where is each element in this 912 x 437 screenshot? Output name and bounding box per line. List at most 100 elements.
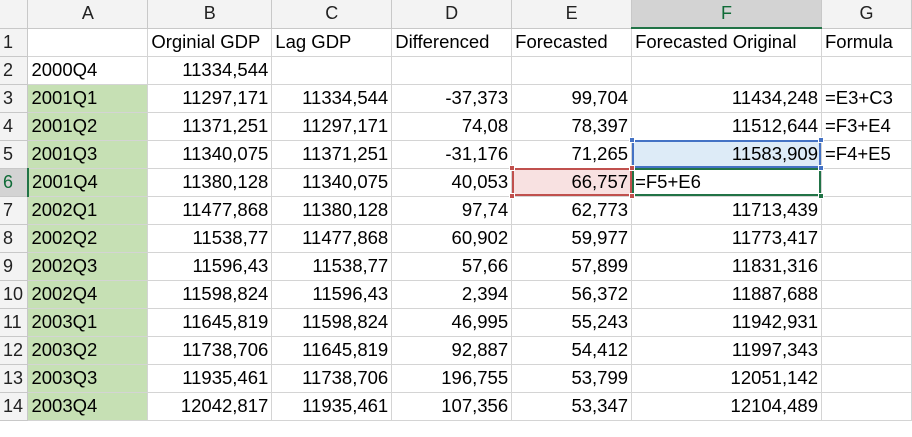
cell-b6[interactable]: 11380,128 [147,168,273,197]
row-header[interactable]: 13 [0,364,29,393]
cell-c7[interactable]: 11380,128 [271,196,393,225]
cell-f10[interactable]: 11887,688 [631,280,822,309]
cell-a10[interactable]: 2002Q4 [27,280,149,309]
cell-g13[interactable] [821,364,912,393]
row-header[interactable]: 3 [0,84,29,113]
cell-a4[interactable]: 2001Q2 [27,112,149,141]
cell-b9[interactable]: 11596,43 [147,252,273,281]
cell-b2[interactable]: 11334,544 [147,56,273,85]
cell-a7[interactable]: 2002Q1 [27,196,149,225]
row-header[interactable]: 10 [0,280,29,309]
cell-c6[interactable]: 11340,075 [271,168,393,197]
cell-c14[interactable]: 11935,461 [271,392,393,421]
cell-d13[interactable]: 196,755 [391,364,513,393]
select-all-corner[interactable] [0,0,29,29]
cell-a2[interactable]: 2000Q4 [27,56,149,85]
row-header[interactable]: 8 [0,224,29,253]
cell-b4[interactable]: 11371,251 [147,112,273,141]
cell-c5[interactable]: 11371,251 [271,140,393,169]
cell-g9[interactable] [821,252,912,281]
cell-a9[interactable]: 2002Q3 [27,252,149,281]
cell-b10[interactable]: 11598,824 [147,280,273,309]
column-header-b[interactable]: B [147,0,273,29]
row-header[interactable]: 11 [0,308,29,337]
selection-handle[interactable] [508,165,515,171]
cell-d1[interactable]: Differenced [391,28,513,57]
cell-a5[interactable]: 2001Q3 [27,140,149,169]
cell-c13[interactable]: 11738,706 [271,364,393,393]
cell-g8[interactable] [821,224,912,253]
row-header[interactable]: 1 [0,28,29,57]
cell-e2[interactable] [511,56,633,85]
cell-e1[interactable]: Forecasted [511,28,633,57]
cell-f1[interactable]: Forecasted Original [631,28,822,57]
cell-a12[interactable]: 2003Q2 [27,336,149,365]
cell-a14[interactable]: 2003Q4 [27,392,149,421]
row-header[interactable]: 7 [0,196,29,225]
cell-f2[interactable] [631,56,822,85]
cell-a6[interactable]: 2001Q4 [27,168,149,197]
cell-b12[interactable]: 11738,706 [147,336,273,365]
cell-c8[interactable]: 11477,868 [271,224,393,253]
cell-e4[interactable]: 78,397 [511,112,633,141]
selection-handle[interactable] [628,193,635,199]
cell-c1[interactable]: Lag GDP [271,28,393,57]
cell-a3[interactable]: 2001Q1 [27,84,149,113]
cell-d4[interactable]: 74,08 [391,112,513,141]
cell-d3[interactable]: -37,373 [391,84,513,113]
cell-b8[interactable]: 11538,77 [147,224,273,253]
cell-d14[interactable]: 107,356 [391,392,513,421]
cell-b14[interactable]: 12042,817 [147,392,273,421]
column-header-f[interactable]: F [631,0,822,29]
cell-g14[interactable] [821,392,912,421]
column-header-a[interactable]: A [27,0,149,29]
cell-b7[interactable]: 11477,868 [147,196,273,225]
cell-d7[interactable]: 97,74 [391,196,513,225]
row-header[interactable]: 6 [0,168,29,197]
cell-e6[interactable]: 66,757 [511,168,633,197]
cell-c9[interactable]: 11538,77 [271,252,393,281]
cell-f5[interactable]: 11583,909 [631,140,822,169]
cell-d6[interactable]: 40,053 [391,168,513,197]
cell-e10[interactable]: 56,372 [511,280,633,309]
cell-g5[interactable]: =F4+E5 [821,140,912,169]
column-header-e[interactable]: E [511,0,633,29]
selection-handle[interactable] [628,165,635,171]
cell-e8[interactable]: 59,977 [511,224,633,253]
cell-f4[interactable]: 11512,644 [631,112,822,141]
cell-c11[interactable]: 11598,824 [271,308,393,337]
cell-c4[interactable]: 11297,171 [271,112,393,141]
cell-g6[interactable] [821,168,912,197]
cell-b3[interactable]: 11297,171 [147,84,273,113]
cell-f8[interactable]: 11773,417 [631,224,822,253]
row-header[interactable]: 9 [0,252,29,281]
row-header[interactable]: 5 [0,140,29,169]
cell-d11[interactable]: 46,995 [391,308,513,337]
cell-e14[interactable]: 53,347 [511,392,633,421]
cell-e7[interactable]: 62,773 [511,196,633,225]
cell-f11[interactable]: 11942,931 [631,308,822,337]
column-header-c[interactable]: C [271,0,393,29]
cell-b13[interactable]: 11935,461 [147,364,273,393]
cell-g3[interactable]: =E3+C3 [821,84,912,113]
cell-e3[interactable]: 99,704 [511,84,633,113]
selection-handle[interactable] [818,165,825,171]
cell-a13[interactable]: 2003Q3 [27,364,149,393]
cell-f12[interactable]: 11997,343 [631,336,822,365]
cell-c2[interactable] [271,56,393,85]
selection-handle[interactable] [628,137,635,143]
cell-b11[interactable]: 11645,819 [147,308,273,337]
cell-g12[interactable] [821,336,912,365]
cell-b1[interactable]: Orginial GDP [147,28,273,57]
cell-g10[interactable] [821,280,912,309]
row-header[interactable]: 14 [0,392,29,421]
cell-d9[interactable]: 57,66 [391,252,513,281]
column-header-g[interactable]: G [821,0,912,29]
cell-e5[interactable]: 71,265 [511,140,633,169]
cell-g4[interactable]: =F3+E4 [821,112,912,141]
cell-d10[interactable]: 2,394 [391,280,513,309]
cell-g7[interactable] [821,196,912,225]
cell-b5[interactable]: 11340,075 [147,140,273,169]
selection-handle[interactable] [818,137,825,143]
cell-f3[interactable]: 11434,248 [631,84,822,113]
